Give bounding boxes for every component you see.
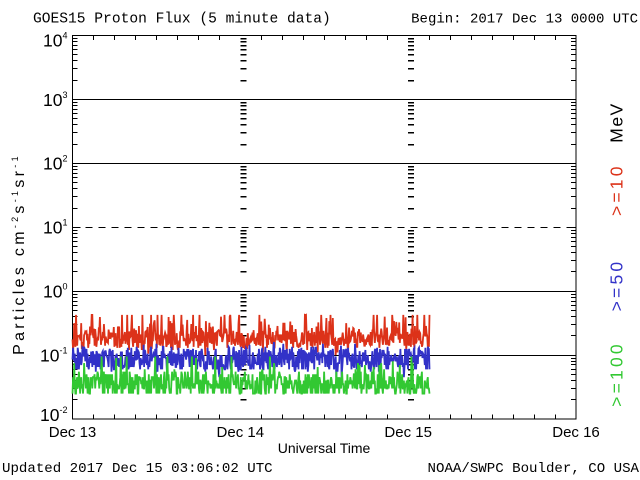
svg-text:Dec 13: Dec 13 [49, 424, 97, 441]
svg-text:GOES15 Proton Flux (5 minute d: GOES15 Proton Flux (5 minute data) [33, 12, 331, 28]
svg-text:102: 102 [43, 154, 67, 174]
svg-text:Begin: 2017 Dec 13 0000 UTC: Begin: 2017 Dec 13 0000 UTC [411, 12, 638, 28]
svg-text:>=50: >=50 [607, 259, 627, 312]
svg-text:Updated 2017 Dec 15 03:06:02 U: Updated 2017 Dec 15 03:06:02 UTC [2, 461, 273, 477]
svg-text:104: 104 [43, 30, 67, 50]
svg-text:Universal Time: Universal Time [278, 440, 371, 456]
svg-text:103: 103 [43, 90, 67, 110]
svg-text:Dec 16: Dec 16 [552, 424, 600, 441]
svg-text:MeV: MeV [607, 102, 627, 142]
svg-text:Dec 15: Dec 15 [384, 424, 432, 441]
svg-text:100: 100 [43, 282, 67, 302]
svg-text:101: 101 [43, 218, 67, 238]
svg-text:Particles cm-2s-1sr-1: Particles cm-2s-1sr-1 [10, 153, 28, 355]
svg-text:>=100: >=100 [607, 341, 627, 407]
svg-text:NOAA/SWPC Boulder, CO USA: NOAA/SWPC Boulder, CO USA [428, 461, 640, 477]
svg-text:>=10: >=10 [607, 163, 627, 216]
svg-text:Dec 14: Dec 14 [217, 424, 265, 441]
